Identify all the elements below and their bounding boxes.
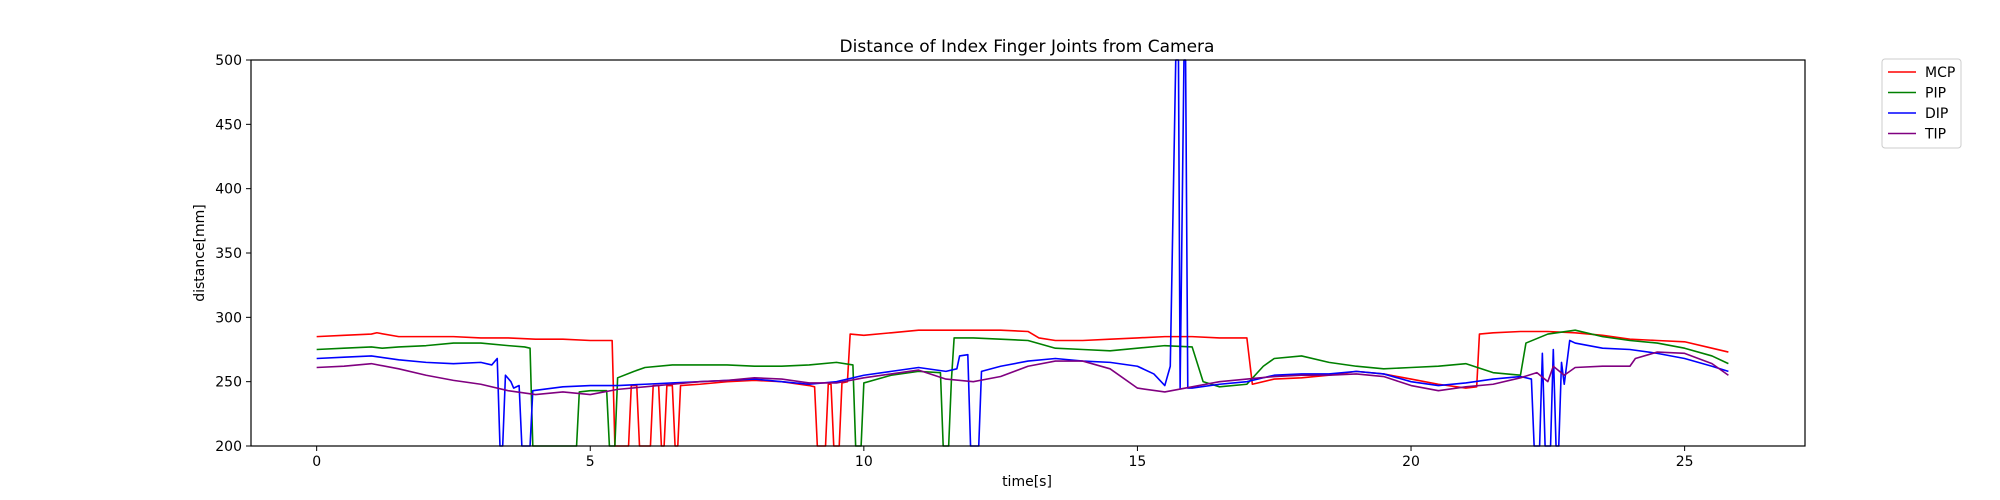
legend-label-tip: TIP [1924, 127, 1946, 143]
legend-label-dip: DIP [1925, 106, 1948, 122]
chart-title: Distance of Index Finger Joints from Cam… [840, 37, 1215, 57]
series-line-pip [316, 329, 1729, 447]
series-line-dip [316, 59, 1729, 447]
y-tick-label: 400 [215, 182, 242, 198]
y-tick-label: 450 [215, 117, 242, 133]
legend-label-mcp: MCP [1925, 65, 1955, 81]
legend-box [1881, 58, 1962, 149]
x-axis-label: time[s] [1002, 474, 1052, 490]
y-tick-label: 500 [215, 53, 242, 69]
y-axis-label: distance[mm] [192, 204, 208, 302]
y-tick-label: 250 [215, 375, 242, 391]
x-tick-label: 10 [855, 454, 873, 470]
legend: MCP PIP DIP TIP [1881, 58, 1962, 149]
y-tick-label: 300 [215, 310, 242, 326]
x-tick-label: 0 [312, 454, 321, 470]
y-axis: 200 250 300 350 400 450 500 [215, 53, 251, 455]
x-tick-label: 20 [1402, 454, 1420, 470]
series-layer [316, 59, 1729, 447]
x-tick-label: 15 [1129, 454, 1147, 470]
y-tick-label: 350 [215, 246, 242, 262]
x-tick-label: 25 [1676, 454, 1694, 470]
series-line-tip [316, 351, 1729, 396]
y-tick-label: 200 [215, 439, 242, 455]
x-tick-label: 5 [586, 454, 595, 470]
legend-label-pip: PIP [1925, 86, 1946, 102]
x-axis: 0 5 10 15 20 25 [312, 446, 1694, 470]
plot-frame [250, 59, 1806, 447]
